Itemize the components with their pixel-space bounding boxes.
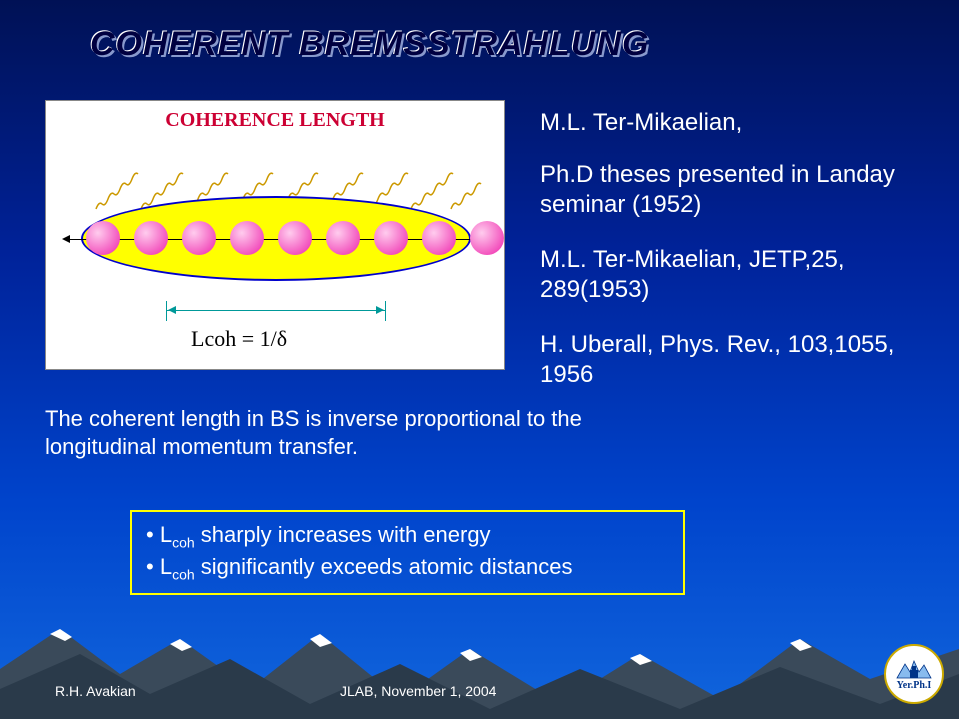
atom-dot	[470, 221, 504, 255]
footer-venue: JLAB, November 1, 2004	[340, 683, 496, 699]
atom-dot	[422, 221, 456, 255]
reference-4: H. Uberall, Phys. Rev., 103,1055, 1956	[540, 330, 920, 390]
bullet-text: sharply increases with energy	[195, 522, 491, 547]
measure-bar	[166, 301, 386, 321]
reference-3: M.L. Ter-Mikaelian, JETP,25, 289(1953)	[540, 245, 920, 305]
atom-dot	[86, 221, 120, 255]
formula: Lcoh = 1/δ	[191, 326, 287, 352]
bullet-sub: coh	[172, 534, 195, 550]
footer-author: R.H. Avakian	[55, 683, 136, 699]
logo-text: Yer.Ph.I	[897, 680, 932, 691]
atom-dot	[374, 221, 408, 255]
bullet-text: significantly exceeds atomic distances	[195, 554, 573, 579]
atom-dot	[230, 221, 264, 255]
institute-logo: Yer.Ph.I	[884, 644, 944, 704]
reference-1: M.L. Ter-Mikaelian,	[540, 108, 920, 138]
atom-dot	[278, 221, 312, 255]
slide-title: COHERENT BREMSSTRAHLUNG	[90, 25, 649, 64]
bullet-text: • L	[146, 554, 172, 579]
atom-dot	[182, 221, 216, 255]
atom-dot	[134, 221, 168, 255]
diagram-title: COHERENCE LENGTH	[46, 109, 504, 132]
bullet-1: • Lcoh sharply increases with energy	[146, 520, 669, 552]
coherence-diagram: COHERENCE LENGTH Lcoh = 1/δ	[45, 100, 505, 370]
atom-dot	[326, 221, 360, 255]
caption: The coherent length in BS is inverse pro…	[45, 405, 605, 460]
reference-2: Ph.D theses presented in Landay seminar …	[540, 160, 920, 220]
bullet-text: • L	[146, 522, 172, 547]
atoms-row	[86, 221, 504, 255]
